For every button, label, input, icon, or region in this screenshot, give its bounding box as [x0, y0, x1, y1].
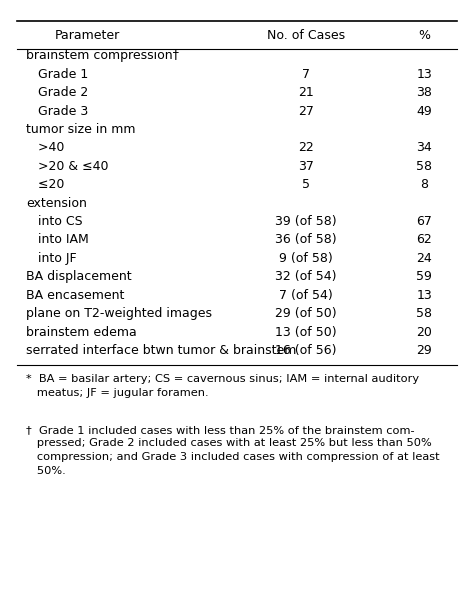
Text: 29 (of 50): 29 (of 50) [275, 307, 337, 320]
Text: 27: 27 [298, 105, 314, 118]
Text: brainstem compression†: brainstem compression† [26, 49, 179, 62]
Text: 24: 24 [416, 252, 432, 265]
Text: into IAM: into IAM [26, 233, 89, 247]
Text: 39 (of 58): 39 (of 58) [275, 215, 337, 228]
Text: 21: 21 [298, 86, 314, 99]
Text: *  BA = basilar artery; CS = cavernous sinus; IAM = internal auditory
   meatus;: * BA = basilar artery; CS = cavernous si… [26, 374, 419, 398]
Text: 49: 49 [416, 105, 432, 118]
Text: 58: 58 [416, 307, 432, 320]
Text: 13: 13 [416, 289, 432, 302]
Text: 22: 22 [298, 141, 314, 154]
Text: 7 (of 54): 7 (of 54) [279, 289, 333, 302]
Text: >40: >40 [26, 141, 64, 154]
Text: 29: 29 [416, 344, 432, 357]
Text: †  Grade 1 included cases with less than 25% of the brainstem com-
   pressed; G: † Grade 1 included cases with less than … [26, 425, 440, 476]
Text: 38: 38 [416, 86, 432, 99]
Text: Grade 2: Grade 2 [26, 86, 88, 99]
Text: extension: extension [26, 197, 87, 210]
Text: Parameter: Parameter [55, 29, 120, 42]
Text: BA encasement: BA encasement [26, 289, 125, 302]
Text: 36 (of 58): 36 (of 58) [275, 233, 337, 247]
Text: 67: 67 [416, 215, 432, 228]
Text: into JF: into JF [26, 252, 77, 265]
Text: No. of Cases: No. of Cases [267, 29, 345, 42]
Text: >20 & ≤40: >20 & ≤40 [26, 160, 109, 173]
Text: into CS: into CS [26, 215, 82, 228]
Text: Grade 1: Grade 1 [26, 68, 88, 81]
Text: %: % [418, 29, 430, 42]
Text: 32 (of 54): 32 (of 54) [275, 270, 337, 283]
Text: brainstem edema: brainstem edema [26, 326, 137, 339]
Text: 37: 37 [298, 160, 314, 173]
Text: plane on T2-weighted images: plane on T2-weighted images [26, 307, 212, 320]
Text: 16 (of 56): 16 (of 56) [275, 344, 337, 357]
Text: 59: 59 [416, 270, 432, 283]
Text: 20: 20 [416, 326, 432, 339]
Text: 9 (of 58): 9 (of 58) [279, 252, 333, 265]
Text: 13: 13 [416, 68, 432, 81]
Text: 58: 58 [416, 160, 432, 173]
Text: tumor size in mm: tumor size in mm [26, 123, 136, 136]
Text: BA displacement: BA displacement [26, 270, 132, 283]
Text: 5: 5 [302, 178, 310, 191]
Text: ≤20: ≤20 [26, 178, 64, 191]
Text: 13 (of 50): 13 (of 50) [275, 326, 337, 339]
Text: 7: 7 [302, 68, 310, 81]
Text: serrated interface btwn tumor & brainstem: serrated interface btwn tumor & brainste… [26, 344, 296, 357]
Text: Grade 3: Grade 3 [26, 105, 88, 118]
Text: 34: 34 [416, 141, 432, 154]
Text: 8: 8 [420, 178, 428, 191]
Text: 62: 62 [416, 233, 432, 247]
